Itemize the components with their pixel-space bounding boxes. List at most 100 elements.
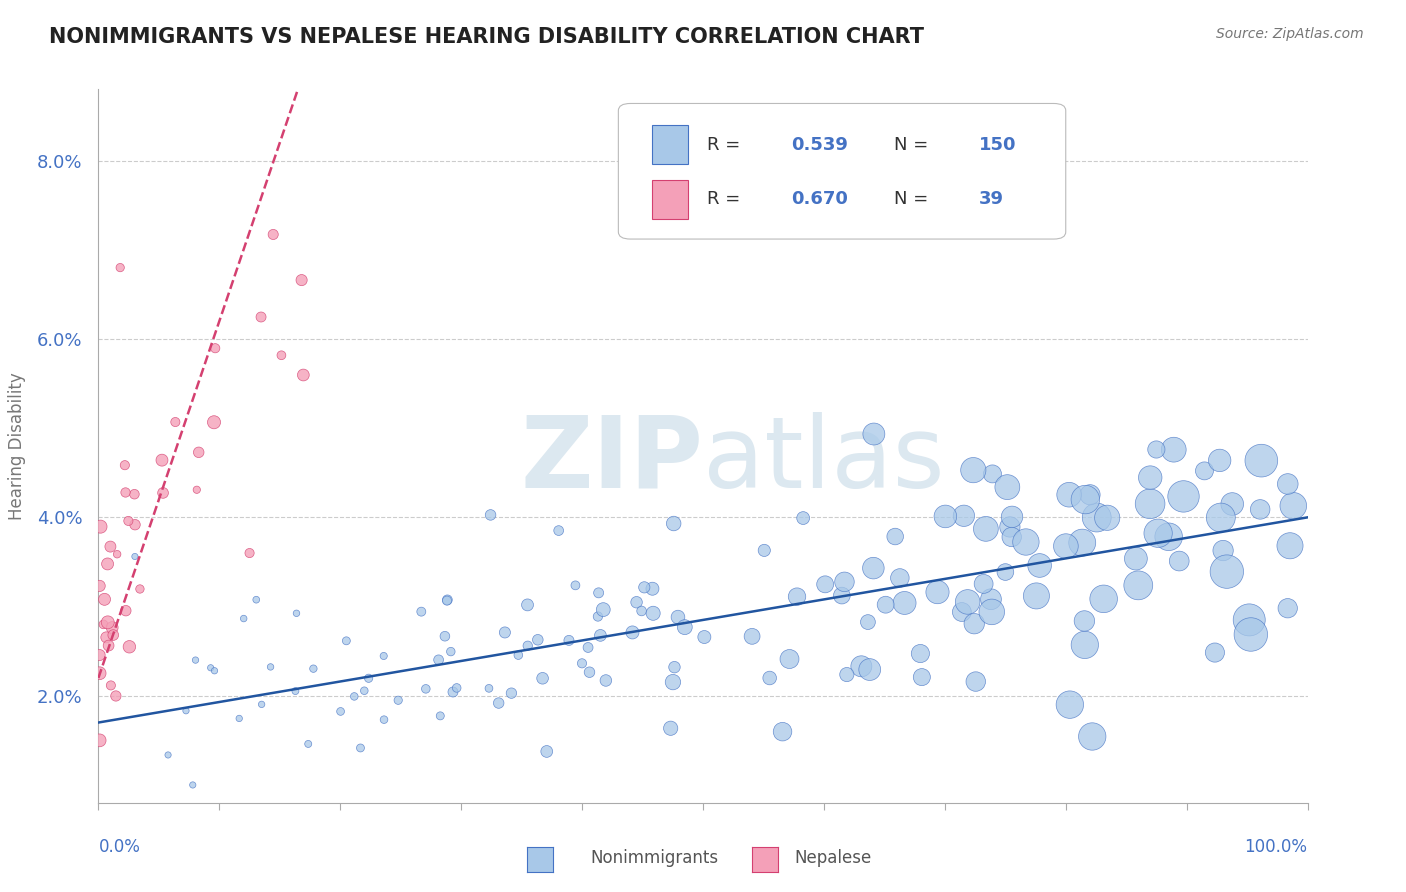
Point bbox=[633, 580, 655, 594]
FancyBboxPatch shape bbox=[619, 103, 1066, 239]
Text: 100.0%: 100.0% bbox=[1244, 838, 1308, 855]
Point bbox=[250, 698, 273, 712]
Point bbox=[174, 704, 197, 718]
Point bbox=[754, 543, 776, 558]
Point bbox=[114, 604, 136, 618]
Point bbox=[415, 681, 437, 696]
Point bbox=[150, 453, 173, 467]
Text: 0.670: 0.670 bbox=[792, 191, 848, 209]
Point bbox=[973, 577, 995, 591]
Point bbox=[835, 667, 858, 681]
Point bbox=[124, 517, 146, 532]
Point bbox=[114, 458, 136, 473]
Point bbox=[1212, 543, 1234, 558]
Point bbox=[527, 632, 550, 647]
Point bbox=[1001, 530, 1024, 544]
Point bbox=[994, 565, 1017, 579]
Point bbox=[1208, 453, 1230, 467]
Point bbox=[284, 684, 307, 698]
Text: atlas: atlas bbox=[703, 412, 945, 508]
Point bbox=[232, 611, 254, 625]
Point bbox=[1074, 638, 1097, 652]
Point bbox=[758, 671, 780, 685]
Point bbox=[96, 630, 118, 644]
Point bbox=[353, 683, 375, 698]
Point bbox=[93, 592, 115, 607]
Point bbox=[335, 633, 357, 648]
Point bbox=[89, 648, 111, 662]
Point bbox=[1074, 492, 1097, 507]
Point bbox=[859, 663, 882, 677]
Point bbox=[741, 629, 763, 643]
Text: Source: ZipAtlas.com: Source: ZipAtlas.com bbox=[1216, 27, 1364, 41]
Point bbox=[664, 660, 686, 674]
Point bbox=[516, 639, 538, 653]
Point bbox=[100, 678, 122, 692]
Point bbox=[508, 648, 530, 662]
Point bbox=[357, 671, 380, 685]
Point bbox=[1204, 646, 1226, 660]
Point bbox=[586, 609, 609, 624]
Point bbox=[956, 595, 979, 609]
Point bbox=[693, 630, 716, 644]
Point bbox=[851, 659, 873, 673]
Text: ZIP: ZIP bbox=[520, 412, 703, 508]
Point bbox=[297, 737, 319, 751]
Point bbox=[643, 607, 665, 621]
FancyBboxPatch shape bbox=[652, 125, 689, 164]
Point bbox=[1194, 464, 1216, 478]
Text: N =: N = bbox=[894, 191, 934, 209]
Point bbox=[576, 640, 599, 655]
Point bbox=[291, 273, 314, 287]
Point bbox=[118, 640, 141, 654]
Point bbox=[974, 522, 997, 536]
Text: N =: N = bbox=[894, 136, 934, 153]
Point bbox=[89, 519, 111, 533]
Point bbox=[105, 547, 128, 561]
Text: Nepalese: Nepalese bbox=[794, 849, 872, 867]
Point bbox=[998, 520, 1021, 534]
Point bbox=[1239, 613, 1261, 627]
Point bbox=[262, 227, 284, 242]
Point bbox=[547, 524, 569, 538]
Point bbox=[1028, 558, 1050, 573]
Text: R =: R = bbox=[707, 136, 745, 153]
Point bbox=[1095, 510, 1118, 524]
Point bbox=[981, 467, 1004, 481]
Point bbox=[1139, 470, 1161, 484]
Point bbox=[245, 592, 267, 607]
Point bbox=[165, 415, 187, 429]
Point bbox=[104, 689, 127, 703]
Point bbox=[373, 713, 395, 727]
Point bbox=[436, 593, 458, 607]
Point bbox=[204, 341, 226, 355]
Point bbox=[1139, 497, 1161, 511]
Point bbox=[1025, 589, 1047, 603]
Text: 39: 39 bbox=[979, 191, 1004, 209]
Point bbox=[202, 415, 225, 429]
Point bbox=[204, 664, 226, 678]
Point bbox=[1250, 453, 1272, 467]
Point bbox=[501, 686, 523, 700]
Point bbox=[1059, 698, 1081, 712]
Point bbox=[270, 348, 292, 362]
Point bbox=[592, 602, 614, 616]
Point bbox=[1220, 497, 1243, 511]
Point bbox=[1125, 551, 1147, 566]
Point bbox=[893, 596, 915, 610]
Point bbox=[200, 661, 222, 675]
Point bbox=[93, 617, 115, 632]
Point bbox=[1078, 488, 1101, 502]
Point bbox=[662, 675, 685, 690]
Point bbox=[446, 681, 468, 695]
Point bbox=[152, 486, 174, 500]
Point bbox=[1081, 730, 1104, 744]
Point bbox=[429, 709, 451, 723]
Point bbox=[184, 653, 207, 667]
Point bbox=[516, 598, 538, 612]
Point bbox=[97, 557, 120, 571]
Point bbox=[1054, 539, 1077, 553]
Point bbox=[1092, 591, 1115, 606]
Text: NONIMMIGRANTS VS NEPALESE HEARING DISABILITY CORRELATION CHART: NONIMMIGRANTS VS NEPALESE HEARING DISABI… bbox=[49, 27, 924, 46]
Point bbox=[884, 529, 907, 543]
